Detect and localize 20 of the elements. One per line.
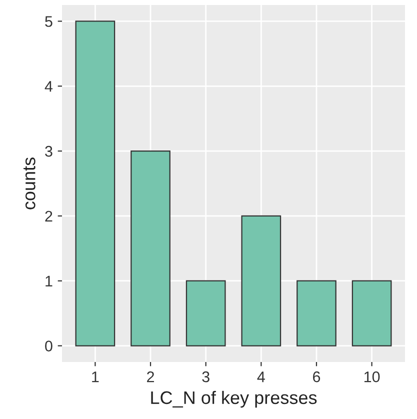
- y-tick-label: 2: [45, 210, 52, 222]
- bar: [241, 215, 282, 346]
- y-tick-label: 5: [45, 16, 52, 27]
- bar: [352, 280, 392, 346]
- y-axis-title: counts: [24, 158, 36, 210]
- x-tick-label: 4: [257, 372, 265, 382]
- x-tick-label: 10: [364, 371, 380, 382]
- y-tick-label: 0: [45, 340, 52, 352]
- x-axis-title: LC_N of key presses: [151, 390, 317, 408]
- x-tick-label: 3: [202, 371, 210, 382]
- y-tick-label: 1: [46, 276, 52, 286]
- bar: [186, 280, 226, 346]
- bar: [296, 280, 336, 346]
- y-tick-label: 3: [45, 146, 52, 157]
- y-tick-label: 4: [44, 81, 53, 92]
- x-tick-label: 6: [313, 371, 320, 382]
- x-tick-label: 2: [147, 371, 154, 382]
- bar: [130, 150, 170, 346]
- x-tick-label: 1: [92, 372, 99, 382]
- bar: [75, 20, 116, 346]
